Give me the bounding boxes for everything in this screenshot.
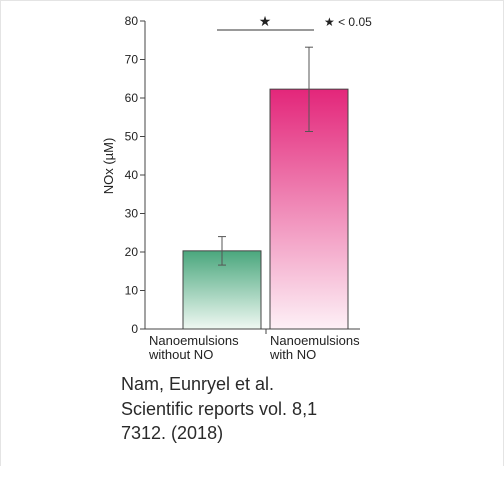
y-tick-label: 70 — [125, 53, 139, 67]
bars — [182, 88, 349, 330]
x-tick-label: Nanoemulsions — [149, 333, 239, 348]
error-bars — [218, 46, 313, 266]
caption-line-3: 7312. (2018) — [121, 423, 224, 443]
bottom-strip — [0, 466, 504, 481]
x-tick-label: without NO — [148, 347, 213, 362]
y-tick-label: 0 — [131, 322, 138, 336]
y-tick-label: 10 — [125, 284, 139, 298]
significance-legend: ★ < 0.05 — [324, 15, 372, 29]
y-axis: 0 10 20 30 40 50 60 70 80 — [125, 14, 146, 336]
citation-caption: Nam, Eunryel et al. Scientific reports v… — [121, 372, 317, 446]
significance-marker: ★ — [259, 13, 272, 29]
y-tick-label: 30 — [125, 207, 139, 221]
significance-annotation: ★ ★ < 0.05 — [217, 13, 372, 31]
y-tick-label: 50 — [125, 130, 139, 144]
y-tick-label: 40 — [125, 168, 139, 182]
x-tick-label: Nanoemulsions — [270, 333, 360, 348]
caption-line-2: Scientific reports vol. 8,1 — [121, 398, 318, 419]
x-tick-label: with NO — [269, 347, 316, 362]
y-axis-label: NOx (µM) — [101, 138, 116, 195]
caption-line-1: Nam, Eunryel et al. — [121, 374, 275, 394]
y-tick-label: 80 — [125, 14, 139, 28]
y-tick-label: 20 — [125, 245, 139, 259]
y-tick-label: 60 — [125, 91, 139, 105]
